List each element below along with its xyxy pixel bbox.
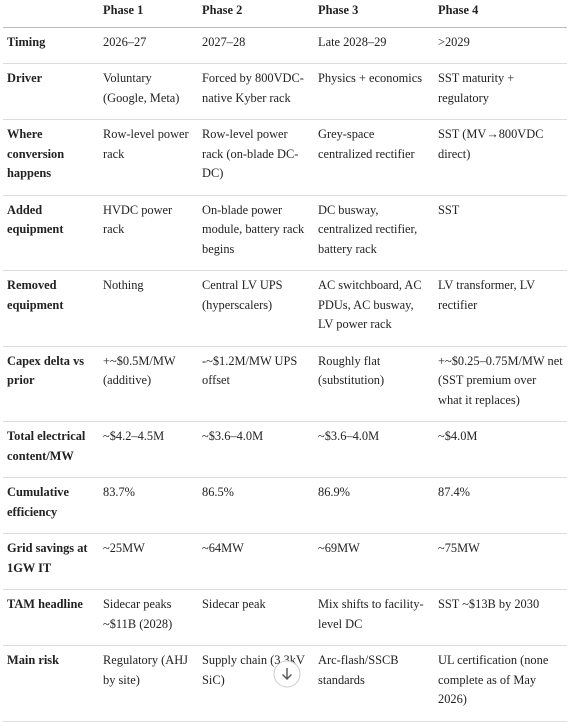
table-cell: SST maturity + regulatory [434,63,567,120]
table-row: Where conversion happens Row-level power … [3,119,567,196]
table-cell: Grey-space centralized rectifier [314,119,434,196]
row-label: Removed equipment [3,270,99,347]
row-label: Cumulative efficiency [3,477,99,534]
row-label: Added equipment [3,195,99,271]
column-header: Phase 4 [434,0,567,28]
row-label: Main risk [3,645,99,722]
table-cell: HVDC power rack [99,195,198,271]
table-cell: Voluntary (Google, Meta) [99,63,198,120]
table-cell: ~25MW [99,533,198,590]
table-cell: Roughly flat (substitution) [314,346,434,422]
table-cell: +~$0.5M/MW (additive) [99,346,198,422]
table-cell: Row-level power rack [99,119,198,196]
corner-cell [3,0,99,28]
table-row: Removed equipment Nothing Central LV UPS (… [3,270,567,347]
table-cell: SST (MV→800VDC direct) [434,119,567,196]
table-row: Capex delta vs prior +~$0.5M/MW (additive… [3,346,567,422]
table-cell: ~$4.0M [434,421,567,478]
table-row: TAM headline Sidecar peaks ~$11B (2028) Si… [3,589,567,646]
column-header: Phase 3 [314,0,434,28]
table-cell: +~$0.25–0.75M/MW net (SST premium over w… [434,346,567,422]
table-cell: ~$3.6–4.0M [314,421,434,478]
table-cell: AC switchboard, AC PDUs, AC busway, LV p… [314,270,434,347]
table-cell: Forced by 800VDC-native Kyber rack [198,63,314,120]
table-cell: Nothing [99,270,198,347]
table-cell: >2029 [434,27,567,64]
table-row: Total electrical content/MW ~$4.2–4.5M ~$3… [3,421,567,478]
table-cell: 2027–28 [198,27,314,64]
table-cell: 87.4% [434,477,567,534]
comparison-table: Phase 1 Phase 2 Phase 3 Phase 4 Timing 2026–… [3,0,567,722]
table-row: Added equipment HVDC power rack On-blade p… [3,195,567,271]
table-cell: ~69MW [314,533,434,590]
table-cell: LV transformer, LV rectifier [434,270,567,347]
table-cell: 86.5% [198,477,314,534]
table-row: Timing 2026–27 2027–28 Late 2028–29 >2029 [3,27,567,64]
table-cell: DC busway, centralized rectifier, batter… [314,195,434,271]
table-cell: ~$4.2–4.5M [99,421,198,478]
table-cell: 86.9% [314,477,434,534]
table-cell: On-blade power module, battery rack begi… [198,195,314,271]
table-cell: 83.7% [99,477,198,534]
table-cell: UL certification (none complete as of Ma… [434,645,567,722]
row-label: Where conversion happens [3,119,99,196]
table-row: Grid savings at 1GW IT ~25MW ~64MW ~69MW ~75… [3,533,567,590]
table-body: Timing 2026–27 2027–28 Late 2028–29 >2029 Dri… [3,27,567,722]
table-cell: SST ~$13B by 2030 [434,589,567,646]
table-cell: ~75MW [434,533,567,590]
header-row: Phase 1 Phase 2 Phase 3 Phase 4 [3,0,567,28]
table-cell: 2026–27 [99,27,198,64]
table-cell: SST [434,195,567,271]
table-cell: Row-level power rack (on-blade DC-DC) [198,119,314,196]
page: Phase 1 Phase 2 Phase 3 Phase 4 Timing 2026–… [3,0,567,722]
column-header: Phase 2 [198,0,314,28]
table-cell: Arc-flash/SSCB standards [314,645,434,722]
table-cell: Sidecar peaks ~$11B (2028) [99,589,198,646]
row-label: Driver [3,63,99,120]
row-label: Timing [3,27,99,64]
table-row: Driver Voluntary (Google, Meta) Forced by … [3,63,567,120]
table-cell: Mix shifts to facility-level DC [314,589,434,646]
table-cell: ~64MW [198,533,314,590]
table-cell: ~$3.6–4.0M [198,421,314,478]
table-cell: Late 2028–29 [314,27,434,64]
table-cell: Regulatory (AHJ by site) [99,645,198,722]
scroll-down-button[interactable] [273,660,301,688]
table-cell: Physics + economics [314,63,434,120]
row-label: TAM headline [3,589,99,646]
table-cell: Central LV UPS (hyperscalers) [198,270,314,347]
row-label: Grid savings at 1GW IT [3,533,99,590]
table-cell: Sidecar peak [198,589,314,646]
table-row: Cumulative efficiency 83.7% 86.5% 86.9% 87.4… [3,477,567,534]
row-label: Total electrical content/MW [3,421,99,478]
column-header: Phase 1 [99,0,198,28]
table-cell: -~$1.2M/MW UPS offset [198,346,314,422]
row-label: Capex delta vs prior [3,346,99,422]
